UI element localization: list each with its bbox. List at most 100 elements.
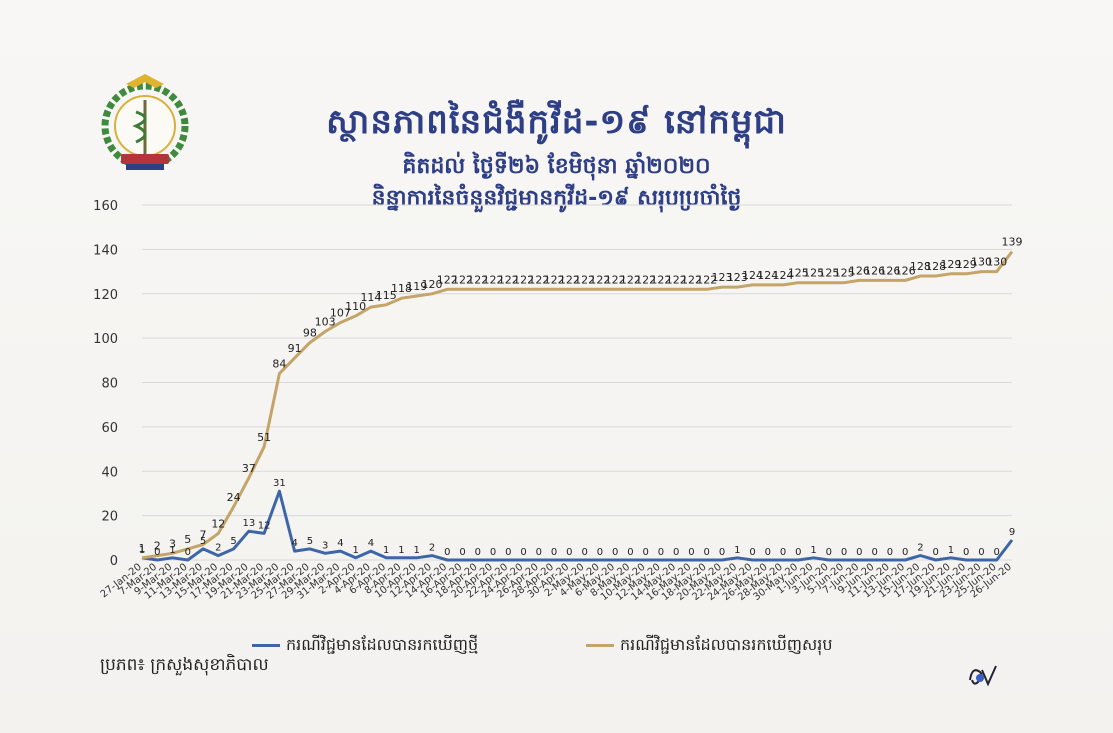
chart-title: ស្ថានភាពនៃជំងឺកូវីដ-១៩ នៅកម្ពុជា: [326, 102, 787, 142]
new-data-label: 5: [307, 536, 313, 547]
new-data-label: 0: [963, 547, 969, 558]
total-data-label: 123: [712, 271, 733, 284]
new-data-label: 12: [258, 520, 271, 531]
total-data-label: 122: [498, 273, 519, 286]
new-data-label: 0: [612, 547, 618, 558]
new-data-label: 0: [749, 547, 755, 558]
total-data-label: 122: [452, 273, 473, 286]
new-data-label: 0: [658, 547, 664, 558]
new-data-label: 1: [734, 545, 740, 556]
y-tick-label: 20: [101, 510, 118, 525]
legend-label-total: ករណីវិជ្ជមានដែលបានរកឃើញសរុប: [620, 635, 833, 654]
total-data-label: 122: [467, 273, 488, 286]
total-data-label: 126: [864, 264, 885, 277]
new-data-label: 0: [459, 547, 465, 558]
total-data-label: 126: [849, 264, 870, 277]
ministry-emblem-logo: [101, 74, 189, 170]
total-data-label: 122: [650, 273, 671, 286]
legend-label-new: ករណីវិជ្ជមានដែលបានរកឃើញថ្មី: [286, 635, 479, 654]
y-tick-label: 160: [93, 199, 118, 214]
new-data-label: 0: [841, 547, 847, 558]
new-data-label: 1: [948, 545, 954, 556]
new-data-label: 0: [704, 547, 710, 558]
total-data-label: 5: [184, 533, 191, 546]
new-data-label: 1: [414, 545, 420, 556]
new-data-label: 2: [429, 543, 435, 554]
total-data-label: 37: [242, 462, 256, 475]
new-data-label: 0: [856, 547, 862, 558]
new-data-label: 0: [490, 547, 496, 558]
total-data-label: 120: [422, 278, 443, 291]
total-data-label: 3: [169, 537, 176, 550]
new-data-label: 4: [368, 538, 374, 549]
new-data-label: 0: [551, 547, 557, 558]
new-data-label: 0: [719, 547, 725, 558]
new-data-label: 0: [444, 547, 450, 558]
total-data-label: 124: [742, 269, 763, 282]
total-data-label: 115: [376, 289, 397, 302]
total-data-label: 114: [360, 291, 381, 304]
total-data-label: 122: [605, 273, 626, 286]
total-data-label: 122: [483, 273, 504, 286]
total-data-label: 122: [620, 273, 641, 286]
new-data-label: 0: [826, 547, 832, 558]
signature-mark: [969, 665, 997, 687]
new-cases-line: [141, 489, 1014, 562]
new-data-label: 1: [383, 545, 389, 556]
y-tick-label: 60: [101, 421, 118, 436]
total-data-label: 122: [544, 273, 565, 286]
new-data-label: 0: [780, 547, 786, 558]
new-data-label: 0: [688, 547, 694, 558]
total-data-label: 122: [666, 273, 687, 286]
legend-swatch-total: [586, 644, 614, 647]
legend-item-new-cases: ករណីវិជ្ជមានដែលបានរកឃើញថ្មី: [252, 634, 478, 658]
total-data-label: 124: [757, 269, 778, 282]
total-data-label: 122: [681, 273, 702, 286]
new-data-label: 0: [597, 547, 603, 558]
new-data-label: 5: [230, 536, 236, 547]
total-data-label: 130: [971, 256, 992, 269]
total-data-label: 124: [773, 269, 794, 282]
new-data-label: 0: [932, 547, 938, 558]
x-axis-ticks: 27-Jan-207-Mar-209-Mar-2011-Mar-2013-Mar…: [99, 562, 1014, 603]
y-tick-label: 120: [93, 288, 118, 303]
total-data-label: 129: [940, 258, 961, 271]
total-data-label: 125: [803, 267, 824, 280]
chart-subtitle-description: និន្នាការនៃចំនួនវិជ្ជមានកូវីដ-១៩ សរុបប្រ…: [371, 186, 742, 211]
y-tick-label: 80: [101, 377, 118, 392]
new-data-label: 2: [917, 543, 923, 554]
new-data-label: 9: [1009, 527, 1015, 538]
total-data-label: 129: [956, 258, 977, 271]
legend-item-total-cases: ករណីវិជ្ជមានដែលបានរកឃើញសរុប: [586, 634, 833, 658]
total-data-label: 126: [895, 264, 916, 277]
total-data-label: 128: [925, 260, 946, 273]
legend-swatch-new: [252, 644, 280, 647]
new-data-label: 0: [154, 547, 160, 558]
y-tick-label: 0: [110, 554, 118, 569]
new-data-label: 2: [215, 543, 221, 554]
new-data-label: 0: [795, 547, 801, 558]
new-data-label: 4: [337, 538, 343, 549]
total-data-label: 103: [315, 315, 336, 328]
total-data-label: 125: [834, 267, 855, 280]
total-data-label: 91: [288, 342, 302, 355]
new-data-label: 0: [505, 547, 511, 558]
chart-subtitle-date: គិតដល់ ថ្ងៃទី២៦ ខែមិថុនា ឆ្នាំ២០២០: [402, 154, 711, 179]
total-data-label: 24: [227, 491, 241, 504]
new-data-label: 4: [291, 538, 297, 549]
total-data-label: 139: [1002, 236, 1023, 249]
series-lines: [141, 250, 1014, 562]
total-data-label: 122: [513, 273, 534, 286]
new-data-label: 1: [398, 545, 404, 556]
total-data-label: 122: [635, 273, 656, 286]
new-data-label: 0: [475, 547, 481, 558]
new-data-label: 1: [139, 545, 145, 556]
total-data-label: 125: [818, 267, 839, 280]
total-data-label: 12: [211, 517, 225, 530]
total-data-label: 107: [330, 307, 351, 320]
new-data-label: 3: [322, 540, 328, 551]
total-data-label: 122: [528, 273, 549, 286]
total-data-label: 7: [200, 528, 207, 541]
